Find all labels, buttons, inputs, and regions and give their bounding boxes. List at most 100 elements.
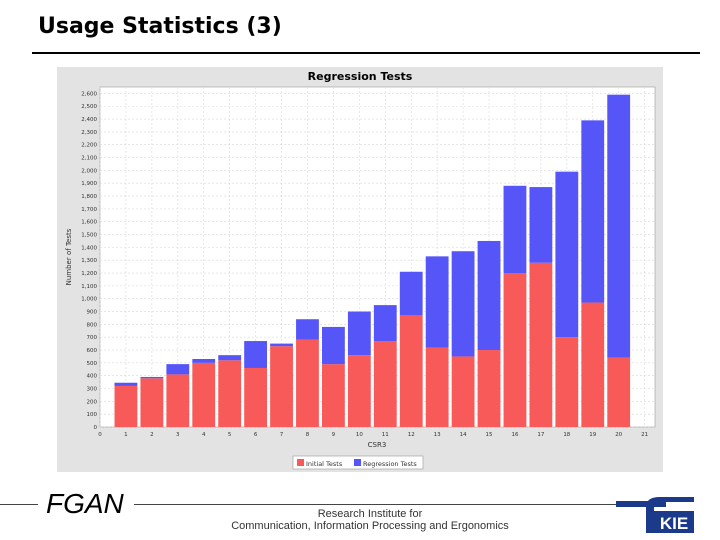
x-tick-label: 1 (124, 432, 128, 438)
bar-regression (425, 256, 449, 348)
bar-regression (373, 305, 397, 342)
y-tick-label: 100 (87, 412, 98, 418)
institute-name: Research Institute for Communication, In… (200, 508, 540, 532)
bar-initial (503, 273, 527, 427)
y-axis-ticks: 0 100 200 300 400 500 600 700 800 900 1,000 1,100 1,… (81, 91, 97, 431)
bar-regression (503, 185, 527, 274)
bar-regression (218, 355, 242, 361)
y-tick-label: 2,300 (81, 130, 97, 136)
legend-swatch-regression (354, 459, 361, 466)
legend-label-regression: Regression Tests (363, 460, 417, 468)
bar-initial (373, 341, 397, 427)
fkie-logo: KIE (616, 497, 694, 533)
x-tick-label: 20 (615, 432, 622, 438)
x-tick-label: 11 (382, 432, 389, 438)
y-tick-label: 2,500 (81, 104, 97, 110)
bars (114, 94, 631, 427)
chart-title: Regression Tests (308, 70, 413, 83)
y-tick-label: 2,000 (81, 168, 97, 174)
bar-regression (529, 187, 553, 263)
x-tick-label: 3 (176, 432, 180, 438)
logo-kie-text: KIE (660, 514, 688, 533)
institute-line-1: Research Institute for (317, 508, 423, 520)
bar-initial (555, 337, 579, 427)
logo-plate (654, 511, 694, 533)
y-tick-label: 500 (87, 361, 98, 367)
bar-regression (607, 94, 631, 358)
bar-initial (581, 302, 605, 427)
y-tick-label: 1,800 (81, 194, 97, 200)
bar-regression (477, 240, 501, 351)
x-tick-label: 13 (434, 432, 441, 438)
y-tick-label: 2,400 (81, 117, 97, 123)
bar-initial (140, 378, 164, 427)
y-tick-label: 1,000 (81, 297, 97, 303)
bar-regression (114, 382, 138, 386)
bar-initial (477, 350, 501, 427)
x-tick-label: 0 (98, 432, 102, 438)
x-tick-label: 6 (254, 432, 258, 438)
y-tick-label: 1,500 (81, 233, 97, 239)
title-rule (32, 52, 700, 54)
bar-regression (322, 326, 345, 365)
y-tick-label: 1,600 (81, 220, 97, 226)
bar-regression (451, 251, 475, 357)
x-axis-ticks: 0 1 2 3 4 5 6 7 8 9 10 11 12 13 14 15 16 17 18 19 20 21 (98, 432, 648, 438)
bar-initial (114, 385, 138, 427)
logo-bar (616, 501, 666, 507)
bar-initial (607, 357, 631, 427)
bar-initial (270, 346, 293, 427)
bar-regression (166, 364, 190, 375)
bar-regression (192, 359, 216, 363)
bar-initial (399, 315, 423, 427)
bar-regression (347, 311, 371, 356)
footer-rule-left (0, 504, 38, 505)
x-tick-label: 14 (460, 432, 467, 438)
bar-initial (296, 339, 319, 427)
y-tick-label: 1,100 (81, 284, 97, 290)
logo-f-glyph (646, 497, 694, 533)
x-tick-label: 17 (537, 432, 544, 438)
bar-regression (296, 319, 319, 340)
y-tick-label: 1,700 (81, 207, 97, 213)
x-tick-label: 16 (511, 432, 518, 438)
x-tick-label: 9 (332, 432, 336, 438)
fgan-logo-text: FGAN (46, 488, 124, 519)
bar-initial (166, 374, 190, 427)
bar-initial (451, 356, 475, 427)
bar-initial (192, 362, 216, 427)
x-tick-label: 7 (280, 432, 284, 438)
bar-regression (581, 120, 605, 303)
slide-title: Usage Statistics (3) (38, 14, 282, 39)
bar-initial (425, 347, 449, 427)
y-tick-label: 1,200 (81, 271, 97, 277)
x-tick-label: 19 (589, 432, 596, 438)
x-tick-label: 15 (486, 432, 493, 438)
x-tick-label: 21 (641, 432, 648, 438)
bar-regression (555, 171, 579, 338)
legend-label-initial: Initial Tests (306, 460, 343, 468)
x-tick-label: 2 (150, 432, 154, 438)
x-tick-label: 5 (228, 432, 232, 438)
x-tick-label: 12 (408, 432, 415, 438)
y-tick-label: 800 (87, 322, 98, 328)
y-tick-label: 2,100 (81, 156, 97, 162)
bar-initial (244, 367, 268, 427)
y-tick-label: 1,900 (81, 181, 97, 187)
y-tick-label: 900 (87, 310, 98, 316)
bar-regression (140, 376, 164, 379)
bar-initial (218, 360, 242, 427)
legend-swatch-initial (297, 459, 304, 466)
bar-regression (244, 341, 268, 368)
y-tick-label: 1,300 (81, 258, 97, 264)
y-tick-label: 300 (87, 387, 98, 393)
x-tick-label: 8 (306, 432, 310, 438)
institute-line-2: Communication, Information Processing an… (231, 520, 509, 532)
chart-frame: Regression Tests 0 100 200 300 400 500 600 700 8… (57, 67, 663, 472)
bar-initial (322, 364, 345, 427)
bar-initial (529, 262, 553, 427)
bar-regression (399, 271, 423, 316)
x-axis-label: CSR3 (368, 441, 387, 449)
bar-initial (347, 355, 371, 427)
y-tick-label: 700 (87, 335, 98, 341)
